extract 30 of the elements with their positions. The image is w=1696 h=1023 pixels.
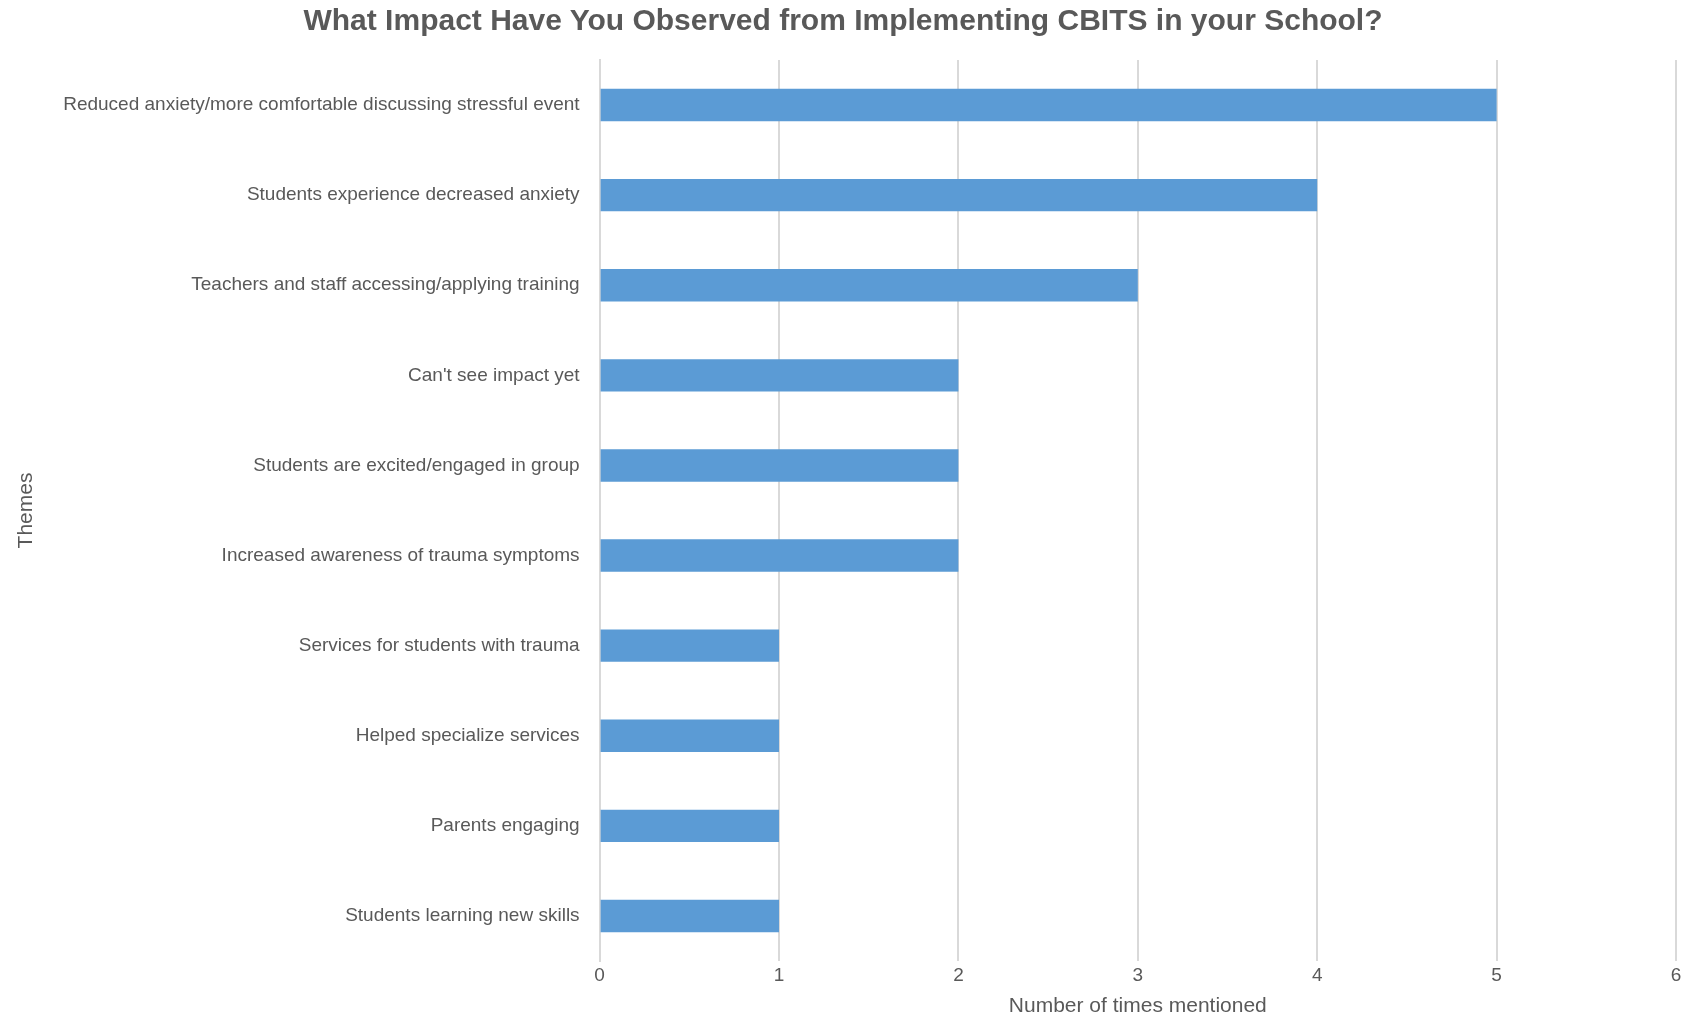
y-tick-label: Parents engaging [430, 814, 580, 836]
y-tick-label: Students are excited/engaged in group [253, 453, 580, 475]
y-tick-label: Increased awareness of trauma symptoms [221, 543, 580, 565]
x-tick-label: 1 [773, 963, 785, 985]
x-tick-label: 4 [1311, 963, 1323, 985]
x-tick-label: 5 [1491, 963, 1502, 985]
bar [600, 88, 1497, 122]
bar [600, 629, 780, 662]
y-tick-label: Students learning new skills [345, 904, 580, 926]
y-tick-label: Teachers and staff accessing/applying training [191, 273, 580, 295]
bar [600, 899, 780, 933]
y-tick-label: Reduced anxiety/more comfortable discussing stressful event [63, 93, 581, 115]
x-tick-label: 0 [594, 963, 605, 985]
y-tick-label: Can't see impact yet [408, 363, 581, 385]
bar [600, 269, 1138, 302]
y-tick-label: Students experience decreased anxiety [246, 183, 581, 205]
bar [600, 449, 959, 482]
x-tick-label: 2 [953, 963, 964, 985]
x-tick-label: 3 [1132, 963, 1144, 985]
bar [600, 539, 959, 572]
y-tick-label: Services for students with trauma [298, 633, 581, 655]
bar [600, 719, 780, 752]
bar [600, 809, 780, 843]
y-tick-label: Helped specialize services [355, 723, 580, 745]
bar [600, 178, 1318, 212]
y-axis-title: Themes [13, 472, 37, 549]
x-tick-label: 6 [1670, 963, 1682, 985]
chart-title: What Impact Have You Observed from Implementing CBITS in your School? [303, 3, 1383, 37]
x-axis-title: Number of times mentioned [1008, 993, 1267, 1017]
bar [600, 359, 959, 392]
